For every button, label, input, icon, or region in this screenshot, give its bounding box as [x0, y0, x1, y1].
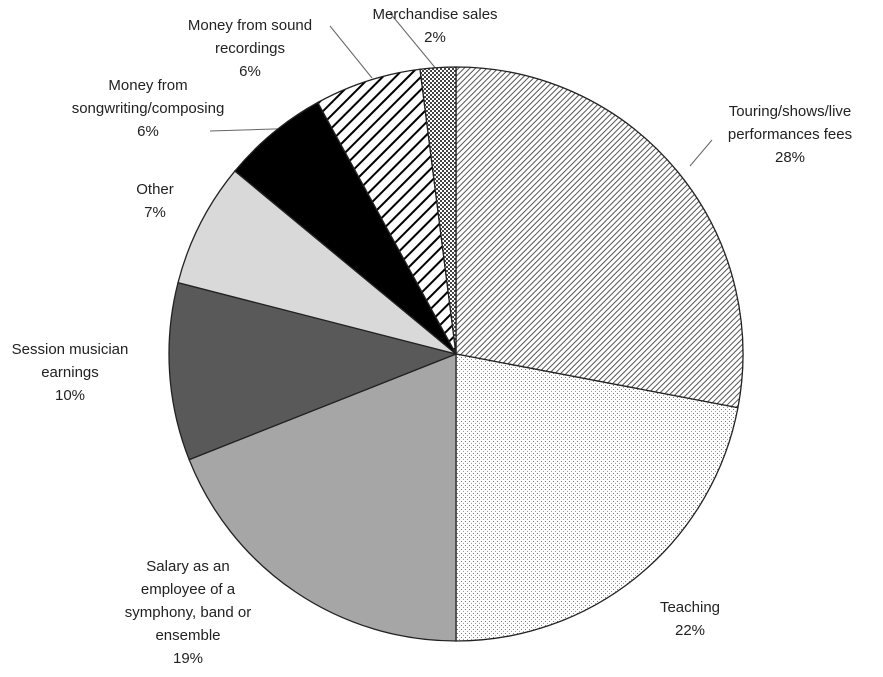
- value-label: 2%: [424, 29, 446, 46]
- category-label: Merchandise sales: [372, 6, 498, 23]
- pie-slice: [177, 170, 457, 355]
- category-label: Session musician earnings: [11, 341, 129, 381]
- value-label: 19%: [172, 650, 204, 667]
- pie-slice: [455, 66, 744, 409]
- pie-slice: [419, 66, 457, 355]
- slice-label: Touring/shows/live performances fees 28%: [705, 100, 875, 169]
- value-label: 6%: [239, 63, 261, 80]
- slice-label: Money from sound recordings 6%: [170, 14, 330, 83]
- value-label: 7%: [144, 204, 166, 221]
- slice-label: Merchandise sales 2%: [355, 3, 515, 49]
- pie-slice: [455, 353, 739, 642]
- slice-label: Money from songwriting/composing 6%: [60, 74, 236, 143]
- leader-line: [689, 139, 713, 167]
- category-label: Money from songwriting/composing: [71, 77, 225, 117]
- value-label: 22%: [674, 622, 706, 639]
- leader-line: [389, 12, 438, 71]
- slice-label: Session musician earnings 10%: [5, 338, 135, 407]
- value-label: 10%: [54, 387, 86, 404]
- slice-label: Salary as an employee of a symphony, ban…: [113, 555, 263, 670]
- slice-label: Other 7%: [105, 178, 205, 224]
- leader-line: [329, 25, 373, 79]
- category-label: Teaching: [659, 599, 721, 616]
- pie-slice: [168, 281, 459, 461]
- pie-slice: [188, 353, 457, 642]
- value-label: 6%: [137, 123, 159, 140]
- category-label: Touring/shows/live performances fees: [727, 103, 853, 143]
- slice-label: Teaching 22%: [640, 596, 740, 642]
- value-label: 28%: [774, 149, 806, 166]
- category-label: Salary as an employee of a symphony, ban…: [124, 558, 252, 644]
- category-label: Other: [136, 181, 174, 198]
- category-label: Money from sound recordings: [187, 17, 313, 57]
